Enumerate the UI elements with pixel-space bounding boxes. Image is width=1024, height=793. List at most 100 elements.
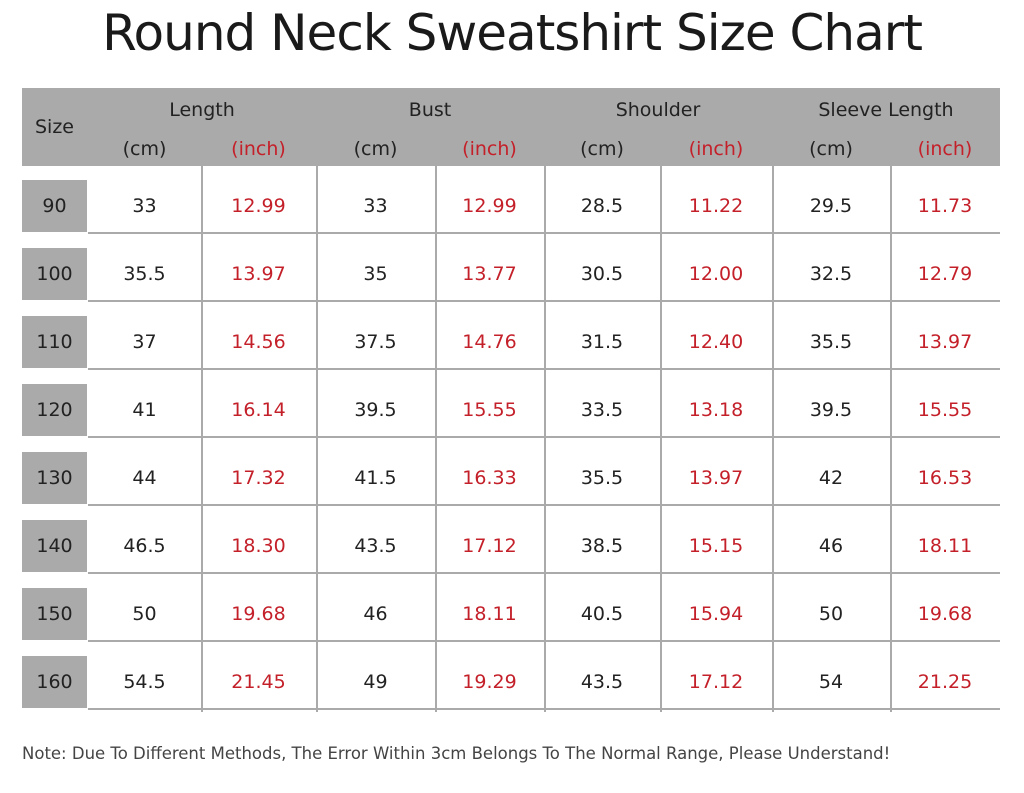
unit-header: (inch): [917, 137, 973, 160]
row-rule: [88, 436, 1000, 438]
cell: 50: [132, 603, 157, 625]
size-cell: 110: [36, 331, 73, 353]
cell: 31.5: [580, 331, 624, 353]
group-header: Bust: [408, 98, 452, 121]
column-rule: [660, 131, 662, 712]
cell: 13.97: [688, 467, 744, 489]
cell: 49: [363, 671, 388, 693]
size-cell: 130: [36, 467, 73, 489]
cell: 37: [132, 331, 157, 353]
cell: 11.22: [688, 195, 744, 217]
cell: 44: [132, 467, 157, 489]
cell: 14.76: [462, 331, 517, 353]
group-header: Shoulder: [615, 98, 701, 121]
cell: 14.56: [231, 331, 286, 353]
cell: 12.99: [231, 195, 286, 217]
cell: 43.5: [580, 671, 624, 693]
unit-header: (cm): [580, 137, 624, 160]
header-cell: Size: [34, 116, 74, 138]
cell: 32.5: [809, 263, 853, 285]
column-rule: [316, 88, 318, 712]
cell: 39.5: [354, 399, 397, 421]
cell: 54: [818, 671, 844, 693]
column-rule: [435, 131, 437, 712]
unit-header: (cm): [809, 137, 853, 160]
cell: 15.55: [462, 399, 517, 421]
row-rule: [88, 504, 1000, 506]
cell: 11.73: [917, 195, 973, 217]
cell: 33: [363, 195, 388, 217]
group-header: Length: [169, 98, 235, 121]
cell: 35.5: [580, 467, 624, 489]
size-cell: 90: [42, 195, 67, 217]
size-bg: [22, 384, 87, 436]
size-bg: [22, 316, 87, 368]
cell: 16.53: [917, 467, 973, 489]
cell: 43.5: [354, 535, 397, 557]
row-rule: [88, 300, 1000, 302]
cell: 46.5: [123, 535, 166, 557]
cell: 50: [818, 603, 844, 625]
unit-header: (cm): [353, 137, 398, 160]
column-rule: [87, 88, 89, 166]
size-cell: 160: [36, 671, 73, 693]
cell: 38.5: [580, 535, 624, 557]
cell: 19.29: [462, 671, 517, 693]
note: Note: Due To Different Methods, The Erro…: [22, 744, 891, 763]
cell: 35.5: [809, 331, 853, 353]
cell: 16.33: [462, 467, 517, 489]
size-bg: [22, 656, 87, 708]
size-cell: 150: [36, 603, 73, 625]
cell: 12.99: [462, 195, 517, 217]
cell: 13.77: [462, 263, 517, 285]
column-rule: [890, 131, 892, 712]
cell: 35: [363, 263, 388, 285]
unit-header: (inch): [688, 137, 744, 160]
size-cell: 120: [36, 399, 73, 421]
size-bg: [22, 248, 87, 300]
group-header: Sleeve Length: [818, 98, 954, 121]
cell: 17.12: [688, 671, 744, 693]
size-cell: 100: [36, 263, 73, 285]
cell: 15.94: [688, 603, 744, 625]
cell: 15.15: [688, 535, 744, 557]
unit-header: (inch): [231, 137, 286, 160]
cell: 41.5: [354, 467, 397, 489]
unit-header: (inch): [462, 137, 517, 160]
size-bg: [22, 180, 87, 232]
cell: 30.5: [580, 263, 624, 285]
unit-header: (cm): [122, 137, 167, 160]
cell: 21.25: [917, 671, 973, 693]
cell: 12.79: [917, 263, 973, 285]
cell: 12.40: [688, 331, 744, 353]
cell: 46: [818, 535, 844, 557]
cell: 54.5: [123, 671, 166, 693]
row-rule: [88, 368, 1000, 370]
cell: 37.5: [354, 331, 397, 353]
cell: 18.11: [917, 535, 973, 557]
cell: 19.68: [231, 603, 286, 625]
cell: 33: [132, 195, 157, 217]
row-rule: [88, 232, 1000, 234]
cell: 42: [818, 467, 844, 489]
cell: 40.5: [580, 603, 624, 625]
cell: 16.14: [231, 399, 286, 421]
cell: 12.00: [688, 263, 744, 285]
title: Round Neck Sweatshirt Size Chart: [102, 4, 923, 62]
cell: 18.30: [231, 535, 286, 557]
column-rule: [772, 88, 774, 712]
cell: 29.5: [809, 195, 853, 217]
cell: 13.18: [688, 399, 744, 421]
cell: 19.68: [917, 603, 973, 625]
cell: 28.5: [580, 195, 624, 217]
column-rule: [544, 88, 546, 712]
size-bg: [22, 452, 87, 504]
cell: 17.12: [462, 535, 517, 557]
cell: 13.97: [917, 331, 973, 353]
row-rule: [88, 572, 1000, 574]
row-rule: [88, 640, 1000, 642]
size-bg: [22, 520, 87, 572]
header-bg: [22, 88, 1000, 166]
column-rule: [201, 131, 203, 712]
